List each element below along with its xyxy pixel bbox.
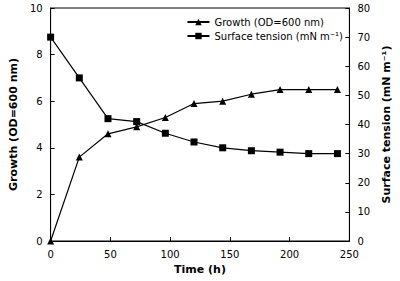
svg-text:80: 80 xyxy=(357,3,370,14)
svg-text:60: 60 xyxy=(357,61,370,72)
svg-text:8: 8 xyxy=(36,49,42,60)
svg-text:150: 150 xyxy=(220,249,239,260)
svg-text:6: 6 xyxy=(36,96,42,107)
svg-text:50: 50 xyxy=(104,249,117,260)
svg-text:Growth (OD=600 nm): Growth (OD=600 nm) xyxy=(214,17,324,28)
svg-text:0: 0 xyxy=(47,249,53,260)
svg-text:0: 0 xyxy=(36,236,42,247)
svg-text:0: 0 xyxy=(357,236,363,247)
svg-text:2: 2 xyxy=(36,189,42,200)
svg-text:20: 20 xyxy=(357,177,370,188)
svg-text:200: 200 xyxy=(280,249,299,260)
svg-text:Surface tension (mN m⁻¹): Surface tension (mN m⁻¹) xyxy=(214,31,343,42)
svg-text:Growth (OD=600 nm): Growth (OD=600 nm) xyxy=(7,58,20,191)
svg-text:10: 10 xyxy=(30,3,43,14)
svg-text:50: 50 xyxy=(357,90,370,101)
svg-text:Surface tension (mN m⁻¹): Surface tension (mN m⁻¹) xyxy=(380,46,393,204)
svg-text:4: 4 xyxy=(36,142,42,153)
svg-text:100: 100 xyxy=(161,249,180,260)
svg-text:10: 10 xyxy=(357,206,370,217)
svg-text:Time (h): Time (h) xyxy=(174,263,226,276)
svg-text:30: 30 xyxy=(357,148,370,159)
svg-text:70: 70 xyxy=(357,32,370,43)
svg-text:40: 40 xyxy=(357,119,370,130)
svg-text:250: 250 xyxy=(340,249,359,260)
